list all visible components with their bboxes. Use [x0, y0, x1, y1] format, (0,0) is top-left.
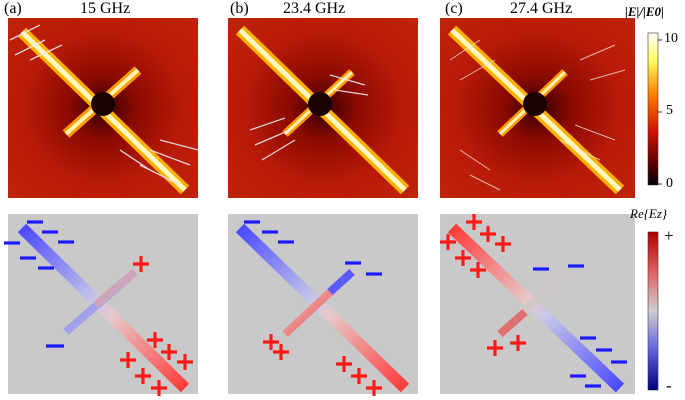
panel-label-b: (b)	[230, 0, 249, 17]
charge-map-b	[228, 214, 418, 394]
charge-map-a	[8, 214, 198, 394]
colorbar-re	[647, 231, 659, 391]
charge-signs-b	[244, 220, 382, 396]
colorbar-heat-tick-min: 0	[666, 176, 673, 191]
field-map-c	[440, 18, 635, 198]
colorbar-heat-tick-max: 10	[664, 31, 678, 46]
colorbar-re-minus: -	[666, 376, 672, 395]
field-map-a	[8, 18, 199, 198]
colorbar-heat-ticks	[658, 39, 662, 185]
colorbar-re-title: Re{Ez}	[630, 206, 668, 221]
colorbar-heat-title: |E|/|E0|	[625, 4, 664, 19]
panel-label-c: (c)	[445, 0, 463, 17]
frequency-label-b: 23.4 GHz	[283, 0, 346, 17]
panel-label-a: (a)	[4, 0, 22, 17]
frequency-label-c: 27.4 GHz	[510, 0, 573, 17]
charge-signs-c	[440, 214, 627, 388]
colorbar-re-plus: +	[664, 226, 674, 245]
colorbar-heat	[647, 32, 659, 186]
field-map-b	[228, 18, 418, 198]
colorbar-heat-tick-mid: 5	[666, 103, 673, 118]
charge-signs-a	[4, 220, 193, 396]
charge-map-c	[440, 214, 635, 394]
frequency-label-a: 15 GHz	[80, 0, 131, 17]
